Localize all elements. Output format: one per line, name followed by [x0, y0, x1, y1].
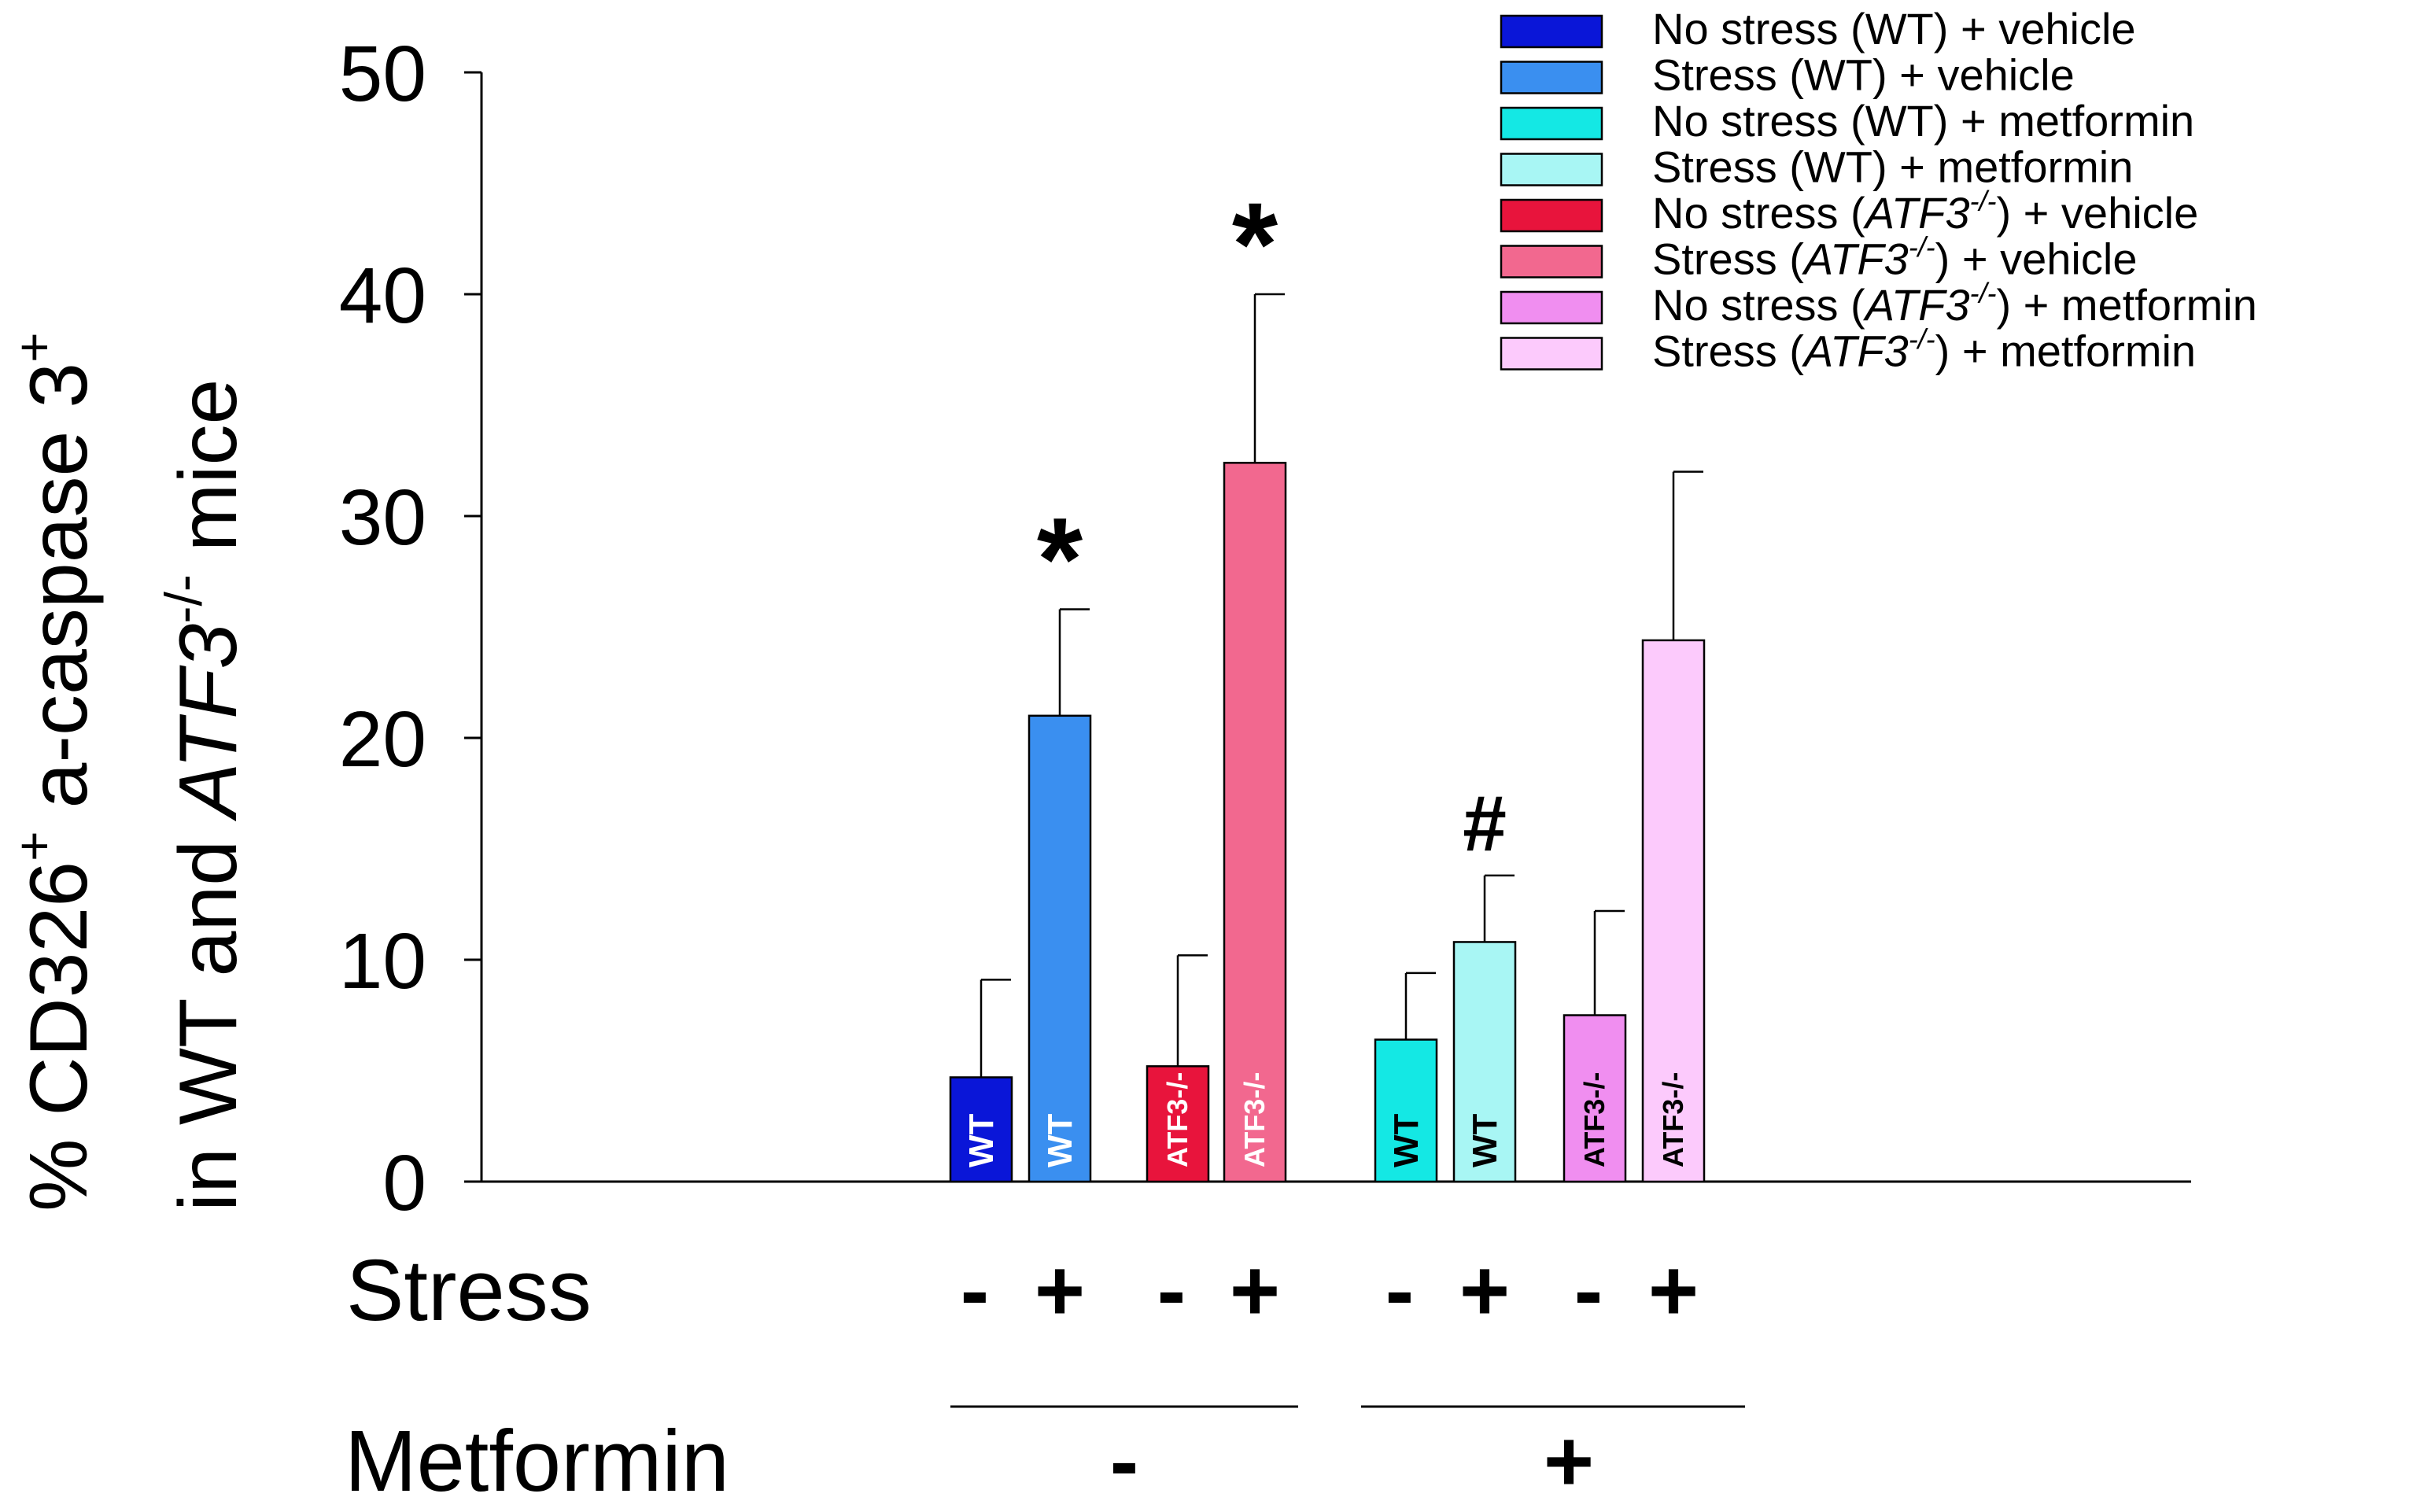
legend-swatch: [1500, 245, 1603, 278]
legend-swatch: [1500, 153, 1603, 186]
legend-entry: Stress (ATF3-/-) + vehicle: [1652, 231, 2137, 284]
legend-swatch: [1500, 198, 1603, 233]
bar: [1223, 462, 1287, 1183]
y-tick-label: 0: [382, 1139, 426, 1227]
axes: 0 10 20 30 40 50 % CD326+ a-caspase 3+ in WT an…: [5, 30, 2191, 1227]
stress-sign: +: [1035, 1242, 1085, 1339]
bar-label: WT: [962, 1113, 1001, 1167]
bar: [1146, 1065, 1210, 1183]
stress-sign: -: [1385, 1242, 1415, 1339]
legend-entry: No stress (WT) + metformin: [1652, 96, 2194, 146]
y-axis-label-line2: in WT and ATF3-/- mice: [154, 379, 254, 1211]
stress-sign: -: [1574, 1242, 1603, 1339]
bar-label: ATF3-/-: [1238, 1072, 1271, 1167]
stress-sign: +: [1459, 1242, 1510, 1339]
stress-sign: -: [961, 1242, 990, 1339]
stress-sign: +: [1230, 1242, 1280, 1339]
y-tick-label: 50: [339, 30, 426, 118]
legend-swatch: [1500, 106, 1603, 141]
y-axis-label-line1: % CD326+ a-caspase 3+: [5, 332, 105, 1211]
legend-swatch: [1500, 61, 1603, 94]
bar: [1452, 941, 1517, 1183]
bar-label: ATF3-/-: [1161, 1072, 1194, 1167]
y-tick-label: 40: [339, 252, 426, 340]
bars: WT WT * ATF3-/- ATF3-/- * WT WT # ATF3-/- ATF3-/-: [949, 178, 1706, 1183]
legend-entry: Stress (WT) + vehicle: [1652, 50, 2075, 100]
y-tick-label: 10: [339, 917, 426, 1005]
bar: [1374, 1038, 1438, 1183]
y-tick-label: 30: [339, 474, 426, 562]
bar-label: ATF3-/-: [1657, 1072, 1689, 1167]
metformin-row-label: Metformin: [345, 1413, 729, 1510]
bar: [1641, 639, 1706, 1183]
metformin-sign: -: [1110, 1413, 1139, 1510]
legend-swatch: [1500, 337, 1603, 371]
bar-label: ATF3-/-: [1578, 1072, 1611, 1167]
condition-rows: Stress - + - + - + - +Metformin - +: [345, 1242, 1745, 1510]
bar-label: WT: [1466, 1113, 1504, 1167]
bar: [1028, 714, 1092, 1183]
significance-marker: #: [1463, 780, 1507, 868]
stress-sign: -: [1157, 1242, 1186, 1339]
bar-label: WT: [1387, 1113, 1426, 1167]
bar: [949, 1076, 1013, 1183]
significance-marker: *: [1232, 178, 1278, 310]
legend-entry: No stress (ATF3-/-) + vehicle: [1652, 185, 2198, 238]
legend-swatch: [1500, 290, 1603, 325]
legend-entry: Stress (WT) + metformin: [1652, 142, 2133, 192]
legend-entry: No stress (ATF3-/-) + metformin: [1652, 277, 2257, 330]
stress-row-label: Stress: [346, 1242, 592, 1339]
y-tick-label: 20: [339, 695, 426, 784]
bar-label: WT: [1041, 1113, 1079, 1167]
metformin-sign: +: [1544, 1413, 1594, 1510]
legend-entry: Stress (ATF3-/-) + metformin: [1652, 323, 2196, 376]
legend-entry: No stress (WT) + vehicle: [1652, 4, 2136, 53]
stress-sign: +: [1648, 1242, 1699, 1339]
legend-swatch: [1500, 14, 1603, 49]
significance-marker: *: [1037, 492, 1083, 625]
